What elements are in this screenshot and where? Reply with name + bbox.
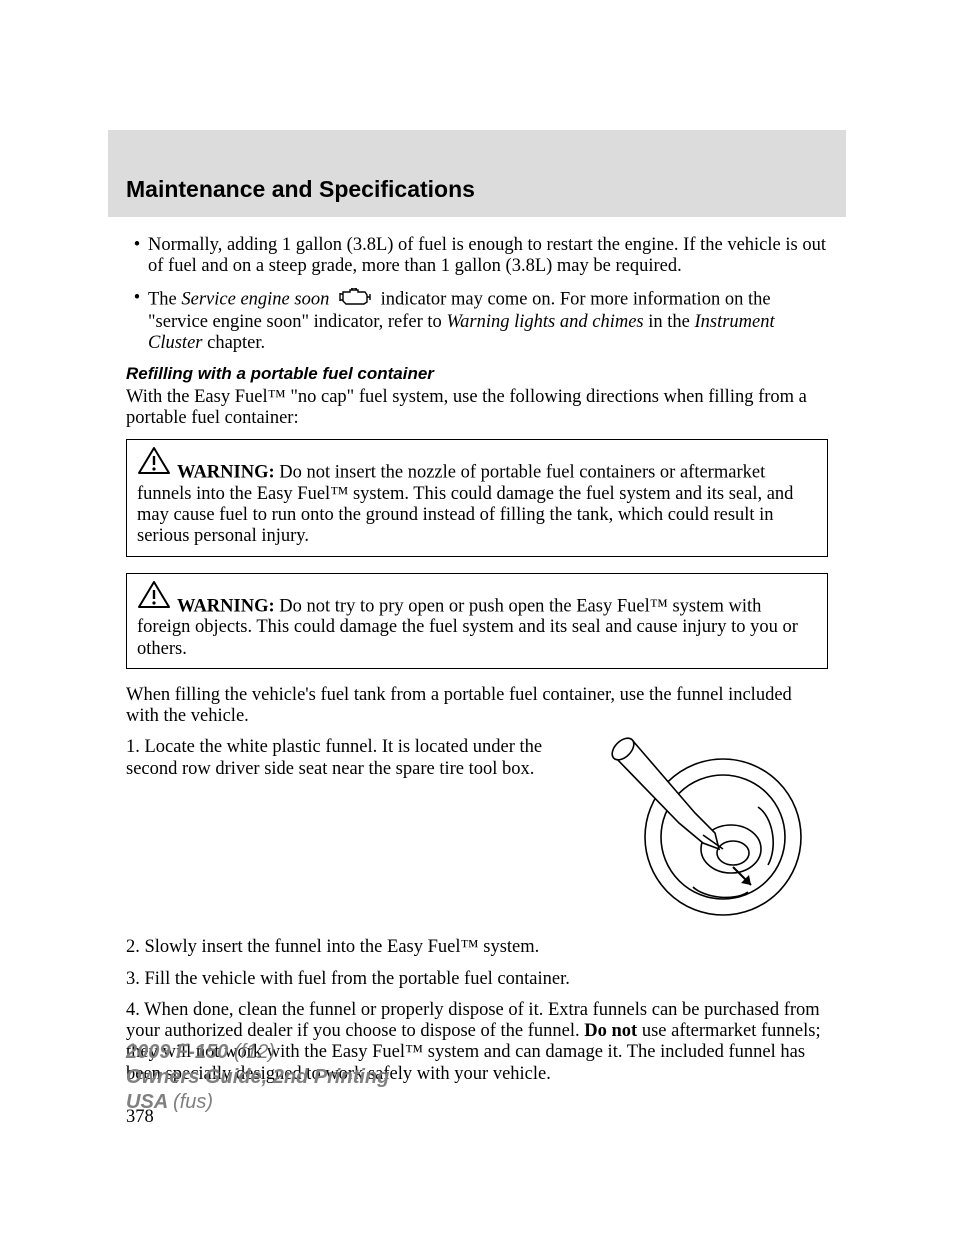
page-content: • Normally, adding 1 gallon (3.8L) of fu… xyxy=(108,235,846,1128)
warning-label: WARNING: xyxy=(177,463,275,483)
warning-label: WARNING: xyxy=(177,596,275,616)
warning-box: WARNING: Do not try to pry open or push … xyxy=(126,573,828,669)
text-italic: Warning lights and chimes xyxy=(446,312,643,332)
funnel-diagram xyxy=(568,737,828,927)
footer-code: (fus) xyxy=(173,1091,213,1113)
bullet-item: • Normally, adding 1 gallon (3.8L) of fu… xyxy=(126,235,828,278)
subheading: Refilling with a portable fuel container xyxy=(126,364,828,384)
text-run: in the xyxy=(644,312,695,332)
bullet-text: Normally, adding 1 gallon (3.8L) of fuel… xyxy=(148,235,828,278)
bullet-text: The Service engine soon indicator may co… xyxy=(148,288,828,355)
warning-triangle-icon xyxy=(137,580,171,616)
text-italic: Service engine soon xyxy=(181,289,329,309)
footer-line-1: 2009 F-150 (f12) xyxy=(126,1040,389,1065)
section-title: Maintenance and Specifications xyxy=(126,176,828,203)
text-run: The xyxy=(148,289,181,309)
footer-line-3: USA (fus) xyxy=(126,1090,389,1115)
step-text: 2. Slowly insert the funnel into the Eas… xyxy=(126,937,828,958)
paragraph: With the Easy Fuel™ "no cap" fuel system… xyxy=(126,387,828,430)
footer-code: (f12) xyxy=(234,1041,275,1063)
text-bold: Do not xyxy=(584,1021,637,1041)
bullet-marker: • xyxy=(126,288,148,355)
section-header-band: Maintenance and Specifications xyxy=(108,130,846,217)
warning-triangle-icon xyxy=(137,446,171,482)
footer-block: 2009 F-150 (f12) Owners Guide, 2nd Print… xyxy=(126,1040,389,1115)
text-run: chapter. xyxy=(202,333,265,353)
warning-box: WARNING: Do not insert the nozzle of por… xyxy=(126,439,828,556)
bullet-marker: • xyxy=(126,235,148,278)
footer-region: USA xyxy=(126,1091,173,1113)
step-text: 3. Fill the vehicle with fuel from the p… xyxy=(126,969,828,990)
footer-line-2: Owners Guide, 2nd Printing xyxy=(126,1065,389,1090)
service-engine-soon-icon xyxy=(338,288,372,312)
step-1-row: 1. Locate the white plastic funnel. It i… xyxy=(126,737,828,927)
bullet-item: • The Service engine soon indicator may … xyxy=(126,288,828,355)
footer-model: 2009 F-150 xyxy=(126,1041,234,1063)
step-text: 1. Locate the white plastic funnel. It i… xyxy=(126,737,568,780)
paragraph: When filling the vehicle's fuel tank fro… xyxy=(126,685,828,728)
